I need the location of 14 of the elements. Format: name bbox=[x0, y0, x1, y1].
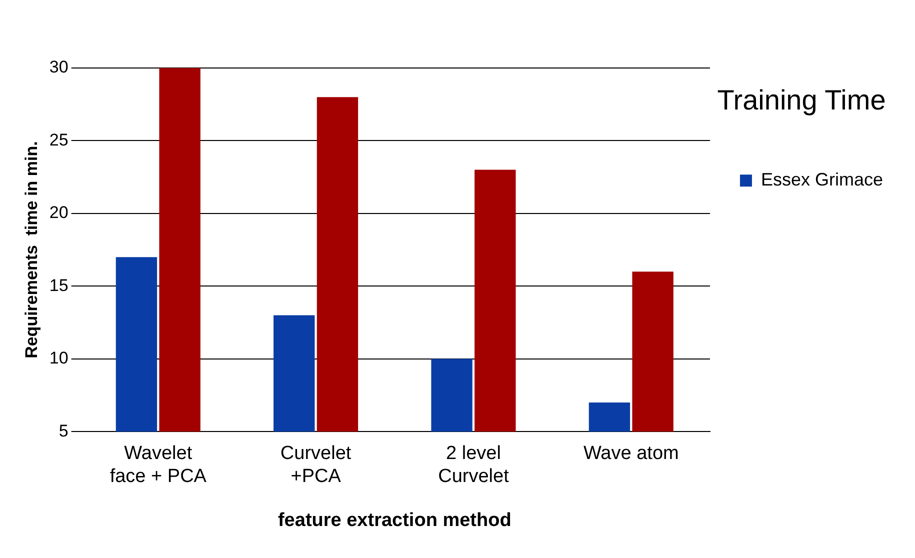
x-tick-label: Wavelet face + PCA bbox=[110, 443, 207, 488]
y-tick-label: 30 bbox=[49, 58, 68, 77]
legend-label: Essex Grimace bbox=[760, 170, 884, 190]
x-tick-label: 2 level Curvelet bbox=[438, 443, 510, 488]
y-axis-title: Requirements time in min. bbox=[22, 141, 41, 358]
y-tick-label: 5 bbox=[58, 421, 68, 440]
y-tick-label: 15 bbox=[49, 276, 68, 295]
x-axis-title: feature extraction method bbox=[278, 510, 512, 531]
x-tick-label: Curvelet +PCA bbox=[280, 443, 352, 488]
y-tick-label: 10 bbox=[49, 348, 68, 368]
y-tick-label: 25 bbox=[49, 130, 68, 150]
y-tick-label: 20 bbox=[49, 203, 68, 222]
legend-title: Training Time bbox=[717, 84, 886, 116]
x-tick-label: Wave atom bbox=[583, 443, 679, 464]
